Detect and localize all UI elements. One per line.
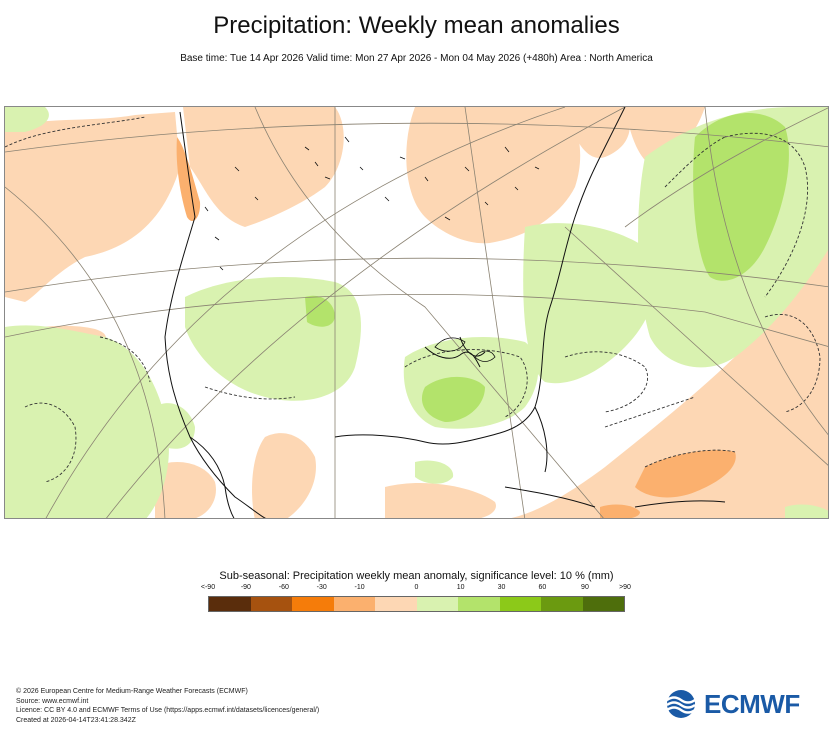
- legend-tick: <-90: [200, 584, 216, 591]
- footer-credits: © 2026 European Centre for Medium-Range …: [16, 687, 319, 725]
- legend-swatch: [458, 597, 500, 611]
- wet-medium-areas: [305, 113, 789, 422]
- legend-swatch: [582, 597, 624, 611]
- lake-outlines: [204, 136, 540, 362]
- legend-ticks: <-90 -90 -60 -30 -10 0 10 30 60 90 >90: [201, 584, 631, 594]
- legend-tick: 90: [581, 584, 589, 591]
- legend-tick: -30: [316, 584, 327, 591]
- map-graticule: [5, 107, 828, 518]
- coastlines: [164, 107, 726, 518]
- legend-swatch: [292, 597, 334, 611]
- legend-swatch: [333, 597, 375, 611]
- legend-tick: >90: [619, 584, 631, 591]
- legend-tick: -60: [278, 584, 289, 591]
- chart-subtitle: Base time: Tue 14 Apr 2026 Valid time: M…: [180, 53, 653, 64]
- dry-anomaly-areas: [5, 107, 828, 518]
- ecmwf-logo-icon: [666, 690, 696, 718]
- legend-swatch: [541, 597, 583, 611]
- legend-title: Sub-seasonal: Precipitation weekly mean …: [219, 570, 614, 582]
- licence-line: Licence: CC BY 4.0 and ECMWF Terms of Us…: [16, 707, 320, 714]
- legend-tick: 10: [456, 584, 465, 591]
- created-line: Created at 2026-04-14T23:41:28.342Z: [16, 716, 136, 724]
- legend-swatch: [250, 597, 292, 611]
- legend-swatch: [375, 597, 417, 611]
- map-canvas: [5, 107, 828, 518]
- legend-tick: 60: [538, 584, 547, 591]
- legend-colorbar: [208, 596, 625, 612]
- legend-swatch: [209, 597, 251, 611]
- chart-title: Precipitation: Weekly mean anomalies: [213, 12, 620, 39]
- legend-tick: 30: [497, 584, 506, 591]
- copyright-line: © 2026 European Centre for Medium-Range …: [16, 688, 248, 695]
- legend-tick: -90: [240, 584, 251, 591]
- dry-medium-areas: [176, 137, 736, 518]
- legend-tick: 0: [414, 584, 419, 591]
- legend-tick: -10: [354, 584, 365, 591]
- legend-swatch: [416, 597, 458, 611]
- anomaly-map: [4, 106, 829, 519]
- significance-contours: [5, 116, 821, 483]
- legend-swatch: [499, 597, 541, 611]
- ecmwf-logo: ECMWF: [662, 688, 822, 720]
- logo-text: ECMWF: [704, 688, 800, 719]
- source-line: Source: www.ecmwf.int: [16, 697, 89, 705]
